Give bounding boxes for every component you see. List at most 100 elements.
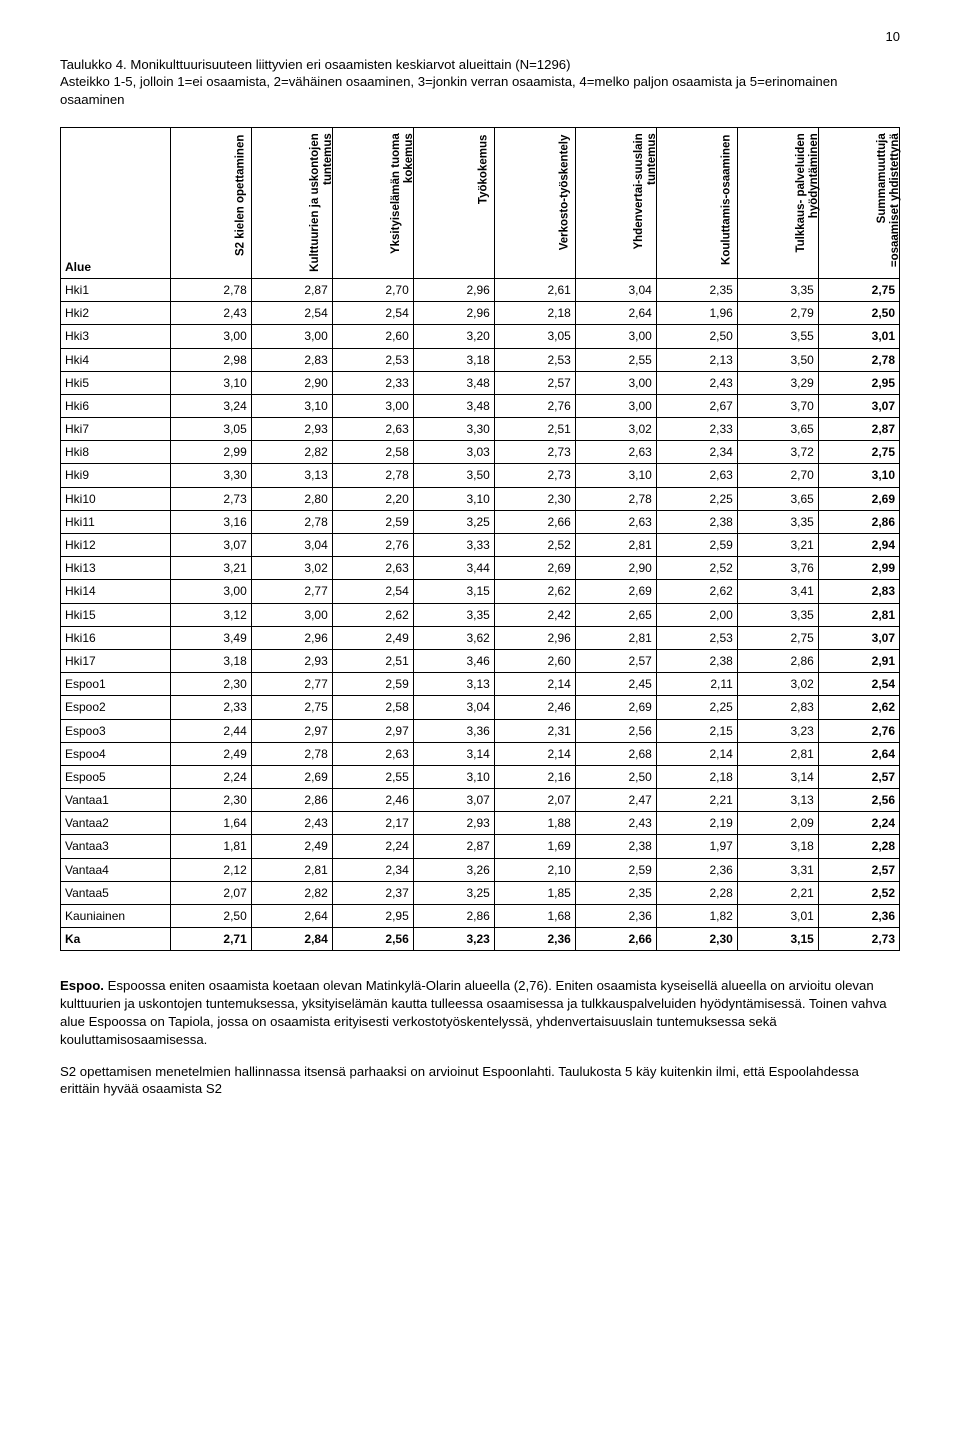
cell: 2,69 <box>494 557 575 580</box>
cell: 2,61 <box>494 278 575 301</box>
cell: 3,13 <box>413 673 494 696</box>
cell: 2,43 <box>575 812 656 835</box>
cell: 3,04 <box>413 696 494 719</box>
cell: 3,25 <box>413 881 494 904</box>
row-label: Vantaa5 <box>61 881 171 904</box>
table-row: Hki33,003,002,603,203,053,002,503,553,01 <box>61 325 900 348</box>
cell: 2,63 <box>332 557 413 580</box>
cell: 3,02 <box>737 673 818 696</box>
row-label: Kauniainen <box>61 905 171 928</box>
cell: 2,75 <box>818 441 899 464</box>
cell: 2,25 <box>656 696 737 719</box>
cell: 3,14 <box>413 742 494 765</box>
cell: 2,47 <box>575 789 656 812</box>
cell: 2,43 <box>251 812 332 835</box>
cell: 2,75 <box>818 278 899 301</box>
cell: 2,30 <box>170 789 251 812</box>
cell: 2,38 <box>575 835 656 858</box>
cell: 3,23 <box>413 928 494 951</box>
table-row: Hki93,303,132,783,502,733,102,632,703,10 <box>61 464 900 487</box>
cell: 2,64 <box>818 742 899 765</box>
cell: 3,46 <box>413 649 494 672</box>
cell: 3,55 <box>737 325 818 348</box>
cell: 2,33 <box>332 371 413 394</box>
table-row: Hki12,782,872,702,962,613,042,353,352,75 <box>61 278 900 301</box>
cell: 2,11 <box>656 673 737 696</box>
cell: 2,65 <box>575 603 656 626</box>
table-row: Vantaa31,812,492,242,871,692,381,973,182… <box>61 835 900 858</box>
cell: 3,44 <box>413 557 494 580</box>
table-row: Hki102,732,802,203,102,302,782,253,652,6… <box>61 487 900 510</box>
cell: 2,73 <box>494 441 575 464</box>
cell: 2,71 <box>170 928 251 951</box>
cell: 2,53 <box>494 348 575 371</box>
cell: 2,45 <box>575 673 656 696</box>
cell: 2,69 <box>818 487 899 510</box>
cell: 2,34 <box>656 441 737 464</box>
cell: 3,26 <box>413 858 494 881</box>
cell: 2,46 <box>494 696 575 719</box>
cell: 3,23 <box>737 719 818 742</box>
cell: 2,96 <box>413 278 494 301</box>
cell: 2,82 <box>251 441 332 464</box>
cell: 3,00 <box>575 371 656 394</box>
cell: 2,59 <box>575 858 656 881</box>
row-label: Espoo3 <box>61 719 171 742</box>
table-row: Vantaa52,072,822,373,251,852,352,282,212… <box>61 881 900 904</box>
cell: 2,93 <box>251 649 332 672</box>
cell: 2,00 <box>656 603 737 626</box>
cell: 2,78 <box>251 742 332 765</box>
table-caption: Taulukko 4. Monikulttuurisuuteen liittyv… <box>60 56 900 109</box>
cell: 2,34 <box>332 858 413 881</box>
cell: 2,12 <box>170 858 251 881</box>
cell: 2,17 <box>332 812 413 835</box>
cell: 3,01 <box>818 325 899 348</box>
cell: 2,56 <box>575 719 656 742</box>
cell: 2,63 <box>332 742 413 765</box>
cell: 2,44 <box>170 719 251 742</box>
column-header: S2 kielen opettaminen <box>170 127 251 278</box>
row-label: Hki7 <box>61 418 171 441</box>
cell: 2,50 <box>656 325 737 348</box>
row-label: Hki5 <box>61 371 171 394</box>
cell: 3,35 <box>737 510 818 533</box>
cell: 3,00 <box>575 325 656 348</box>
cell: 3,35 <box>413 603 494 626</box>
cell: 2,96 <box>494 626 575 649</box>
cell: 2,78 <box>170 278 251 301</box>
cell: 2,96 <box>251 626 332 649</box>
cell: 2,50 <box>575 765 656 788</box>
cell: 1,64 <box>170 812 251 835</box>
cell: 3,00 <box>170 580 251 603</box>
cell: 2,63 <box>332 418 413 441</box>
cell: 2,57 <box>818 765 899 788</box>
table-body: Hki12,782,872,702,962,613,042,353,352,75… <box>61 278 900 950</box>
cell: 3,72 <box>737 441 818 464</box>
cell: 3,30 <box>170 464 251 487</box>
cell: 2,81 <box>251 858 332 881</box>
cell: 1,68 <box>494 905 575 928</box>
cell: 2,81 <box>737 742 818 765</box>
column-header: Kouluttamis-osaaminen <box>656 127 737 278</box>
row-label: Hki15 <box>61 603 171 626</box>
cell: 3,29 <box>737 371 818 394</box>
cell: 2,53 <box>656 626 737 649</box>
cell: 2,64 <box>575 302 656 325</box>
cell: 2,54 <box>332 302 413 325</box>
cell: 2,31 <box>494 719 575 742</box>
cell: 2,54 <box>332 580 413 603</box>
table-row: Hki173,182,932,513,462,602,572,382,862,9… <box>61 649 900 672</box>
cell: 2,99 <box>818 557 899 580</box>
column-header: Kulttuurien ja uskontojen tuntemus <box>251 127 332 278</box>
cell: 2,76 <box>494 394 575 417</box>
cell: 2,93 <box>251 418 332 441</box>
cell: 2,57 <box>818 858 899 881</box>
cell: 2,36 <box>656 858 737 881</box>
cell: 3,18 <box>413 348 494 371</box>
cell: 2,36 <box>818 905 899 928</box>
cell: 2,55 <box>575 348 656 371</box>
cell: 2,13 <box>656 348 737 371</box>
column-header: Yksityiselämän tuoma kokemus <box>332 127 413 278</box>
cell: 2,21 <box>656 789 737 812</box>
table-row: Hki82,992,822,583,032,732,632,343,722,75 <box>61 441 900 464</box>
